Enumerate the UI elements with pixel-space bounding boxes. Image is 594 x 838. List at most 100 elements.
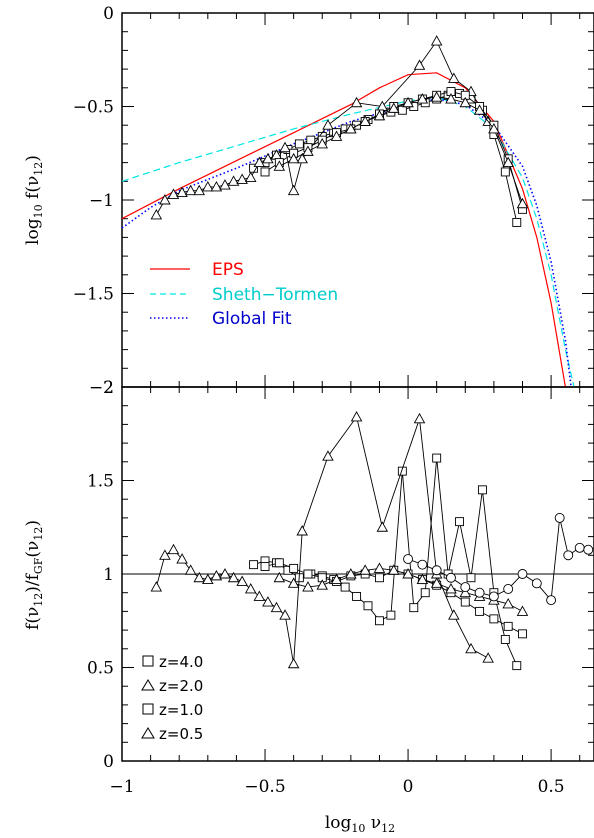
legend-gf-label: Global Fit — [212, 309, 292, 329]
curve-legend: EPS Sheth−Tormen Global Fit — [150, 260, 338, 329]
x-tick-label: −0.5 — [244, 777, 285, 797]
y-tick-label: 1.5 — [87, 472, 114, 492]
top-panel-ylabel: log10 f(ν12) — [23, 155, 45, 245]
triangle-marker — [488, 123, 500, 134]
triangle-marker — [359, 564, 371, 575]
square-marker — [477, 485, 487, 495]
square-marker — [460, 597, 470, 607]
triangle-marker — [219, 568, 231, 579]
triangle-marker — [167, 543, 180, 555]
triangle-marker — [159, 549, 171, 560]
model-curve — [121, 72, 566, 388]
triangle-marker — [516, 605, 529, 616]
square-marker — [500, 167, 510, 177]
triangle-marker — [273, 160, 286, 171]
x-tick-label: 0.5 — [538, 777, 565, 797]
legend-z1-label: z=1.0 — [159, 701, 203, 719]
y-tick-label: −1.5 — [73, 285, 114, 305]
legend-z1-square-icon — [142, 703, 154, 715]
x-tick-label: −1 — [109, 777, 134, 797]
square-marker — [503, 621, 513, 631]
x-tick-label: 0 — [403, 777, 414, 797]
triangle-marker — [219, 179, 231, 190]
triangle-marker — [445, 583, 457, 594]
circle-marker — [546, 595, 557, 606]
square-marker — [306, 135, 316, 145]
triangle-marker — [253, 590, 266, 601]
triangle-marker — [416, 93, 429, 104]
triangle-marker — [227, 175, 240, 186]
square-marker — [466, 573, 476, 583]
square-marker — [375, 616, 384, 626]
triangle-marker — [465, 642, 477, 654]
square-marker — [512, 217, 522, 227]
triangle-marker — [296, 525, 308, 536]
square-marker — [274, 558, 284, 568]
legend-z2-triangle-icon — [141, 679, 155, 691]
triangle-marker — [159, 194, 171, 205]
triangle-marker — [262, 152, 274, 164]
circle-marker — [446, 572, 456, 583]
triangle-marker — [359, 115, 371, 126]
triangle-marker — [279, 609, 291, 620]
triangle-marker — [373, 562, 386, 573]
triangle-marker — [150, 581, 163, 592]
circle-marker — [531, 578, 542, 589]
legend-z2-label: z=2.0 — [159, 677, 203, 695]
top-panel-data — [150, 35, 529, 227]
circle-marker — [583, 544, 594, 555]
model-curve — [121, 96, 575, 388]
triangle-marker — [176, 553, 188, 564]
triangle-marker — [322, 119, 334, 130]
triangle-marker — [330, 573, 343, 585]
triangle-marker — [330, 130, 343, 141]
triangle-marker — [287, 657, 300, 669]
y-tick-label: 2 — [103, 378, 114, 398]
triangle-marker — [387, 564, 400, 575]
y-tick-label: −2 — [89, 378, 114, 398]
square-marker — [352, 591, 362, 601]
data-series-line — [253, 458, 518, 666]
triangle-marker — [253, 156, 266, 168]
circle-marker — [554, 512, 565, 523]
y-tick-label: 1 — [103, 565, 114, 585]
legend-z05-label: z=0.5 — [159, 725, 203, 743]
bottom-panel: 0 0.5 1 1.5 2 f(ν12)/fGF(ν12) z=4.0 z=2.0 z=… — [23, 378, 594, 772]
triangle-marker — [236, 173, 248, 184]
square-marker — [397, 466, 407, 476]
square-marker — [289, 563, 299, 573]
triangle-marker — [316, 579, 329, 590]
triangle-marker — [273, 571, 286, 583]
triangle-marker — [413, 412, 426, 424]
square-marker — [340, 582, 350, 592]
triangle-marker — [176, 186, 188, 197]
square-marker — [409, 603, 419, 613]
triangle-marker — [473, 104, 486, 115]
triangle-marker — [193, 571, 206, 583]
square-marker — [512, 661, 522, 671]
triangle-marker — [262, 596, 274, 607]
triangle-marker — [376, 521, 389, 532]
circle-marker — [417, 559, 428, 570]
triangle-marker — [244, 171, 257, 183]
triangle-marker — [445, 93, 457, 104]
triangle-marker — [459, 96, 472, 108]
symbol-legend: z=4.0 z=2.0 z=1.0 z=0.5 — [141, 653, 203, 743]
square-marker — [397, 105, 407, 115]
model-curve — [121, 98, 572, 388]
triangle-marker — [316, 137, 329, 149]
square-marker — [375, 573, 384, 583]
triangle-marker — [270, 601, 283, 613]
triangle-marker — [244, 583, 257, 594]
triangle-marker — [202, 180, 214, 192]
legend-st-label: Sheth−Tormen — [212, 285, 338, 305]
triangle-marker — [236, 575, 248, 586]
triangle-marker — [193, 184, 206, 196]
triangle-marker — [202, 573, 214, 585]
triangle-marker — [448, 72, 460, 83]
circle-marker — [574, 542, 585, 553]
legend-z4-label: z=4.0 — [159, 653, 203, 671]
square-marker — [489, 614, 499, 624]
triangle-marker — [502, 597, 514, 609]
triangle-marker — [302, 581, 314, 592]
